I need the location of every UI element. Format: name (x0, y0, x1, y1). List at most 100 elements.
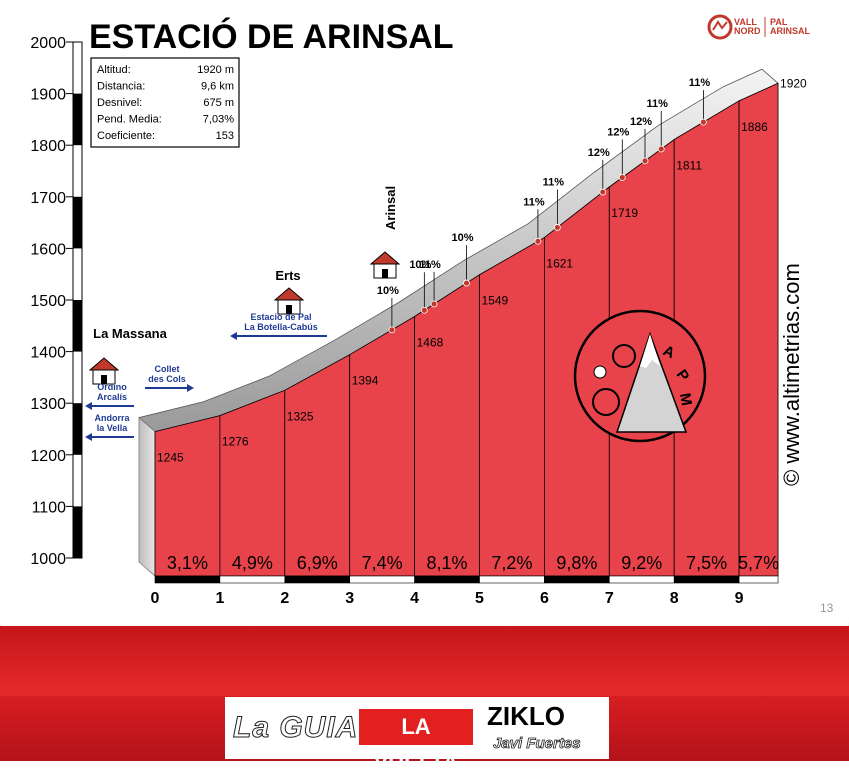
profile-area: 3,1% 4,9% 6,9% 7,4% 8,1% 7,2% 9,8% 9,2% 7,5% 5,7%… (138, 68, 807, 584)
ramp-point (618, 174, 626, 181)
house-icon (273, 287, 305, 315)
x-tick-label: 9 (735, 590, 744, 607)
x-tick-label: 2 (280, 590, 289, 607)
ramp-label: 10% (377, 285, 399, 297)
stats-box: Altitud: 1920 m Distancia: 9,6 km Desnivel: 6… (90, 57, 240, 148)
segment-gradient-label: 7,4% (362, 553, 403, 573)
stat-value: 675 m (203, 97, 234, 109)
ramp-point (599, 188, 607, 196)
segment-gradient-label: 7,5% (686, 553, 727, 573)
segment-gradient-label: 7,2% (491, 553, 532, 573)
x-tick-label: 8 (670, 590, 679, 607)
altitude-label: 1886 (741, 120, 768, 134)
ramp-label: 11% (419, 259, 441, 271)
y-tick-label: 1600 (30, 241, 66, 258)
road-sign-label: Arcalís (97, 392, 127, 402)
altitude-label: 1621 (546, 257, 573, 271)
y-tick-label: 1100 (32, 499, 67, 516)
footer-banner: La GUIA LA VUELTA ZIKLO Javi Fuertes (0, 626, 849, 775)
segment-gradient-label: 9,8% (556, 553, 597, 573)
y-tick-label: 2000 (30, 35, 66, 52)
segment-gradient-label: 6,9% (297, 553, 338, 573)
stat-label: Pend. Media: (97, 114, 162, 126)
road-sign-label: Andorra (94, 413, 130, 423)
house-icon (88, 357, 120, 385)
road-sign-label: Collet (154, 364, 179, 374)
vallnord-logo: VALL NORD PAL ARINSAL (707, 14, 811, 40)
segment-gradient-label: 9,2% (621, 553, 662, 573)
chart-title: ESTACIÓ DE ARINSAL (89, 18, 454, 56)
altitude-label: 1920 (780, 76, 807, 90)
arrow-left-icon (85, 433, 134, 441)
ramp-point (641, 157, 649, 165)
profile-segment (219, 389, 286, 577)
ramp-point (388, 326, 396, 334)
road-sign-label: des Cols (148, 374, 186, 384)
y-axis: 1000 1100 1200 1300 1400 1500 1600 1700 1800 1900… (30, 35, 83, 568)
svg-text:NORD: NORD (734, 26, 761, 36)
ramp-point (553, 224, 561, 231)
road-sign-label: La Botella-Cabús (244, 322, 318, 332)
x-tick-label: 4 (410, 590, 419, 607)
x-axis: 0 1 2 3 4 5 6 7 8 9 (151, 590, 744, 607)
y-tick-label: 1400 (30, 345, 66, 362)
segment-gradient-label: 4,9% (232, 553, 273, 573)
sponsor-logos: La GUIA LA VUELTA ZIKLO Javi Fuertes (225, 697, 609, 775)
stat-value: 153 (216, 130, 234, 142)
stat-label: Desnivel: (97, 97, 142, 109)
svg-text:M: M (676, 392, 695, 407)
y-tick-label: 1000 (30, 551, 66, 568)
credit-text: © www.altimetrias.com (779, 263, 804, 486)
x-tick-label: 3 (345, 590, 354, 607)
y-tick-label: 1200 (30, 448, 66, 465)
y-tick-label: 1500 (30, 293, 66, 310)
place-label: La Massana (93, 326, 167, 341)
altitude-label: 1549 (482, 294, 509, 308)
stat-value: 1920 m (197, 64, 234, 76)
ramp-label: 12% (588, 147, 610, 159)
ramp-point (430, 300, 438, 308)
ramp-point (534, 237, 542, 245)
y-tick-label: 1300 (30, 396, 66, 413)
x-tick-label: 5 (475, 590, 484, 607)
profile-segment (738, 82, 779, 577)
ramp-point (463, 279, 470, 287)
y-tick-label: 1700 (30, 190, 66, 207)
ramp-point (420, 306, 428, 314)
road-sign-label: Ordino (97, 382, 127, 392)
ramp-label: 12% (607, 127, 629, 139)
svg-text:ARINSAL: ARINSAL (770, 26, 811, 36)
segment-gradient-label: 8,1% (427, 553, 468, 573)
stat-label: Coeficiente: (97, 130, 155, 142)
y-tick-label: 1800 (30, 138, 66, 155)
profile-side-face (138, 416, 156, 577)
altitude-label: 1394 (352, 374, 379, 388)
x-tick-label: 6 (540, 590, 549, 607)
ramp-label: 11% (689, 77, 711, 89)
altitude-profile-chart: ESTACIÓ DE ARINSAL 1000 1100 1200 1300 1400 1… (30, 14, 834, 615)
ramp-point (700, 118, 707, 126)
svg-text:PAL: PAL (770, 17, 788, 27)
arrow-right-icon (145, 384, 194, 392)
altitude-label: 1811 (676, 159, 702, 173)
ramp-label: 12% (630, 116, 652, 128)
place-label: Arinsal (383, 186, 398, 230)
stat-value: 7,03% (203, 114, 234, 126)
ramp-label: 11% (543, 176, 565, 188)
altitude-label: 1276 (222, 435, 249, 449)
la-vuelta-logo: LA VUELTA (359, 709, 473, 775)
profile-segment (479, 236, 545, 577)
ramp-label: 11% (523, 196, 545, 208)
ramp-label: 11% (647, 98, 669, 110)
arrow-left-icon (85, 402, 134, 410)
ramp-label: 10% (409, 259, 431, 271)
stat-label: Altitud: (97, 64, 131, 76)
la-guia-logo: La GUIA (232, 711, 359, 745)
altitude-label: 1468 (417, 336, 444, 350)
apm-emblem-icon: A P M (573, 309, 707, 443)
road-sign-label: la Vella (97, 423, 129, 433)
ramp-labels-layer: 10%10%11%10%11%11%12%12%12%11%11% (377, 77, 711, 334)
stat-label: Distancia: (97, 81, 145, 93)
ramp-label: 10% (452, 232, 474, 244)
